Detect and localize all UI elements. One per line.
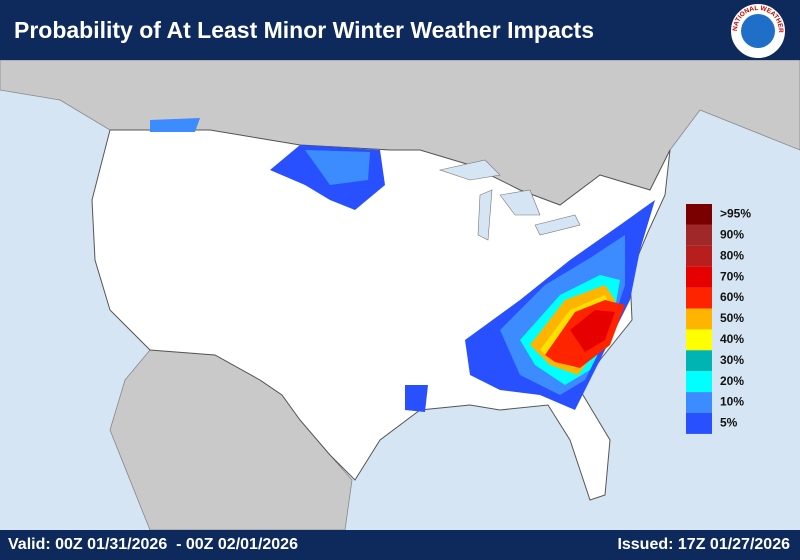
legend-swatch: [686, 266, 712, 288]
legend-label: 10%: [720, 395, 744, 409]
issued-time: Issued: 17Z 01/27/2026: [617, 536, 790, 553]
area-5: [405, 385, 428, 412]
legend-swatch: [686, 224, 712, 246]
legend-label: 30%: [720, 353, 744, 367]
usa: [91, 129, 671, 501]
area-10: [305, 150, 370, 185]
title: Probability of At Least Minor Winter Wea…: [14, 17, 594, 43]
legend-label: 20%: [720, 374, 744, 388]
great-lakes: [438, 159, 581, 241]
logo-center: [741, 14, 775, 48]
footer-bar: [0, 530, 800, 560]
legend-swatch: [686, 287, 712, 309]
legend-label: 70%: [720, 269, 744, 283]
legend-swatch: [686, 392, 712, 413]
area-10: [150, 118, 200, 132]
legend-label: 60%: [720, 290, 744, 304]
valid-time: Valid: 00Z 01/31/2026 - 00Z 02/01/2026: [8, 536, 298, 553]
legend-label: 5%: [720, 416, 738, 430]
legend-label: 40%: [720, 332, 744, 346]
legend-swatch: [686, 350, 712, 372]
legend-swatch: [686, 204, 712, 225]
legend-label: >95%: [720, 207, 751, 221]
legend-swatch: [686, 371, 712, 393]
legend-label: 90%: [720, 228, 744, 242]
legend-label: 80%: [720, 248, 744, 262]
legend: >95% 90% 80% 70% 60% 50% 40% 30% 20% 10% 5%: [686, 204, 751, 434]
header-bar: [0, 0, 800, 60]
legend-label: 50%: [720, 311, 744, 325]
legend-swatch: [686, 329, 712, 351]
legend-swatch: [686, 308, 712, 330]
legend-swatch: [686, 245, 712, 267]
legend-swatch: [686, 413, 712, 434]
probability-areas: [150, 118, 655, 412]
area-70: [570, 310, 615, 352]
